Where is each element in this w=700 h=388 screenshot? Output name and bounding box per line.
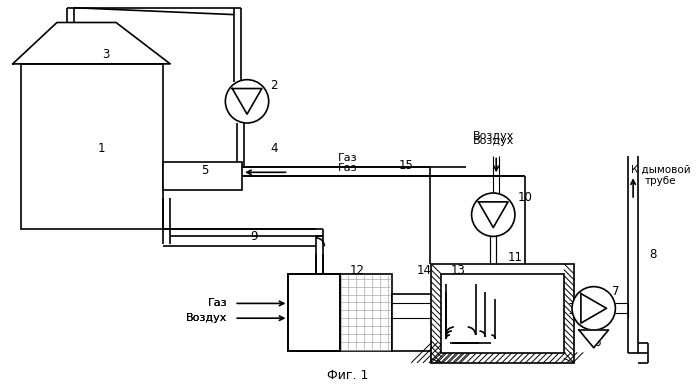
Bar xyxy=(20,64,163,229)
Polygon shape xyxy=(13,23,170,64)
Text: 4: 4 xyxy=(270,142,277,155)
Text: Воздух: Воздух xyxy=(186,313,228,323)
Text: Газ: Газ xyxy=(337,163,357,173)
Text: 14: 14 xyxy=(416,264,432,277)
Text: К дымовой
трубе: К дымовой трубе xyxy=(631,165,690,186)
Bar xyxy=(431,264,574,362)
Text: 9: 9 xyxy=(250,230,258,243)
Polygon shape xyxy=(579,330,608,348)
Text: Фиг. 1: Фиг. 1 xyxy=(327,369,368,382)
Text: Воздух: Воздух xyxy=(473,131,514,141)
Text: 5: 5 xyxy=(201,164,209,177)
Bar xyxy=(163,163,242,190)
Bar xyxy=(288,274,340,351)
Bar xyxy=(441,274,564,353)
Text: Воздух: Воздух xyxy=(473,136,514,146)
Text: 10: 10 xyxy=(517,191,532,204)
Bar xyxy=(392,294,433,351)
Bar xyxy=(288,274,340,351)
Text: 3: 3 xyxy=(102,48,110,61)
Circle shape xyxy=(572,287,615,330)
Text: 13: 13 xyxy=(450,264,466,277)
Text: Газ: Газ xyxy=(337,153,357,163)
Circle shape xyxy=(225,80,269,123)
Text: 15: 15 xyxy=(399,159,414,172)
Text: 2: 2 xyxy=(270,79,277,92)
Text: 8: 8 xyxy=(649,248,657,261)
Text: Воздух: Воздух xyxy=(186,313,228,323)
Text: 1: 1 xyxy=(97,142,105,155)
Text: 6: 6 xyxy=(593,336,601,349)
Text: 12: 12 xyxy=(350,264,365,277)
Text: 7: 7 xyxy=(612,285,619,298)
Text: Газ: Газ xyxy=(208,298,228,308)
Circle shape xyxy=(472,193,515,236)
Bar xyxy=(288,274,392,351)
Text: 11: 11 xyxy=(508,251,522,263)
Text: Газ: Газ xyxy=(208,298,228,308)
